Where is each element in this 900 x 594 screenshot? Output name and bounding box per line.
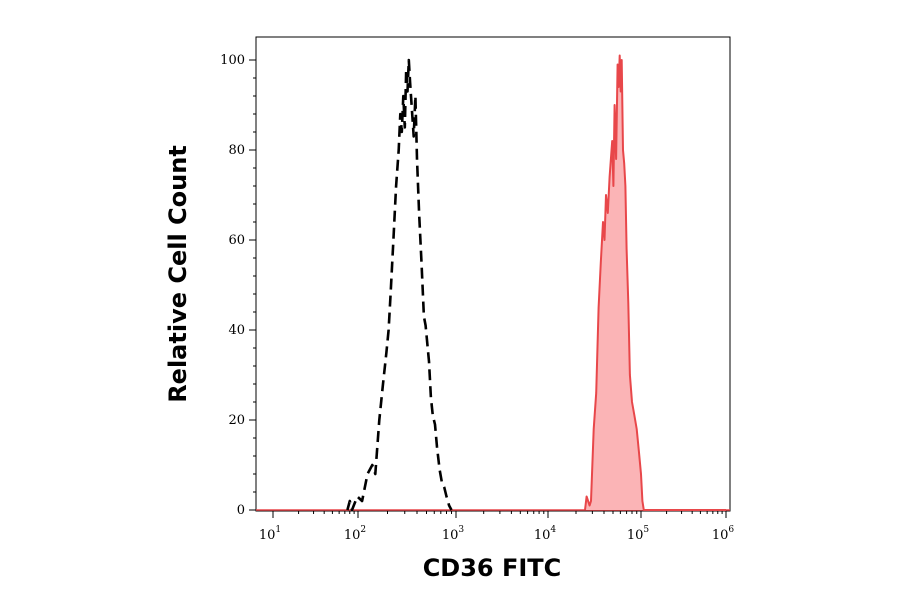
x-tick-label: 101 — [259, 525, 281, 543]
x-tick-label: 102 — [344, 525, 366, 543]
stained-histogram-line — [584, 54, 726, 511]
x-tick-label: 105 — [627, 525, 650, 543]
x-axis-title: CD36 FITC — [423, 554, 562, 582]
x-axis-ticks: 101 102 103 104 105 106 — [259, 511, 735, 543]
y-minor-ticks — [253, 77, 256, 493]
y-tick-label: 60 — [228, 233, 245, 248]
x-tick-label: 103 — [442, 525, 465, 543]
y-tick-label: 0 — [237, 503, 245, 518]
y-axis-title: Relative Cell Count — [164, 145, 192, 403]
control-histogram-line — [346, 58, 453, 512]
stained-histogram-fill — [585, 55, 726, 510]
plot-frame — [255, 36, 731, 512]
y-tick-label: 80 — [228, 143, 245, 158]
y-axis-ticks: 0 20 40 60 80 100 — [220, 53, 256, 518]
x-tick-label: 106 — [712, 525, 735, 543]
series-layer — [256, 54, 730, 512]
x-tick-label: 104 — [534, 525, 557, 543]
y-tick-label: 100 — [220, 53, 245, 68]
y-tick-label: 40 — [228, 323, 245, 338]
y-tick-label: 20 — [228, 413, 245, 428]
